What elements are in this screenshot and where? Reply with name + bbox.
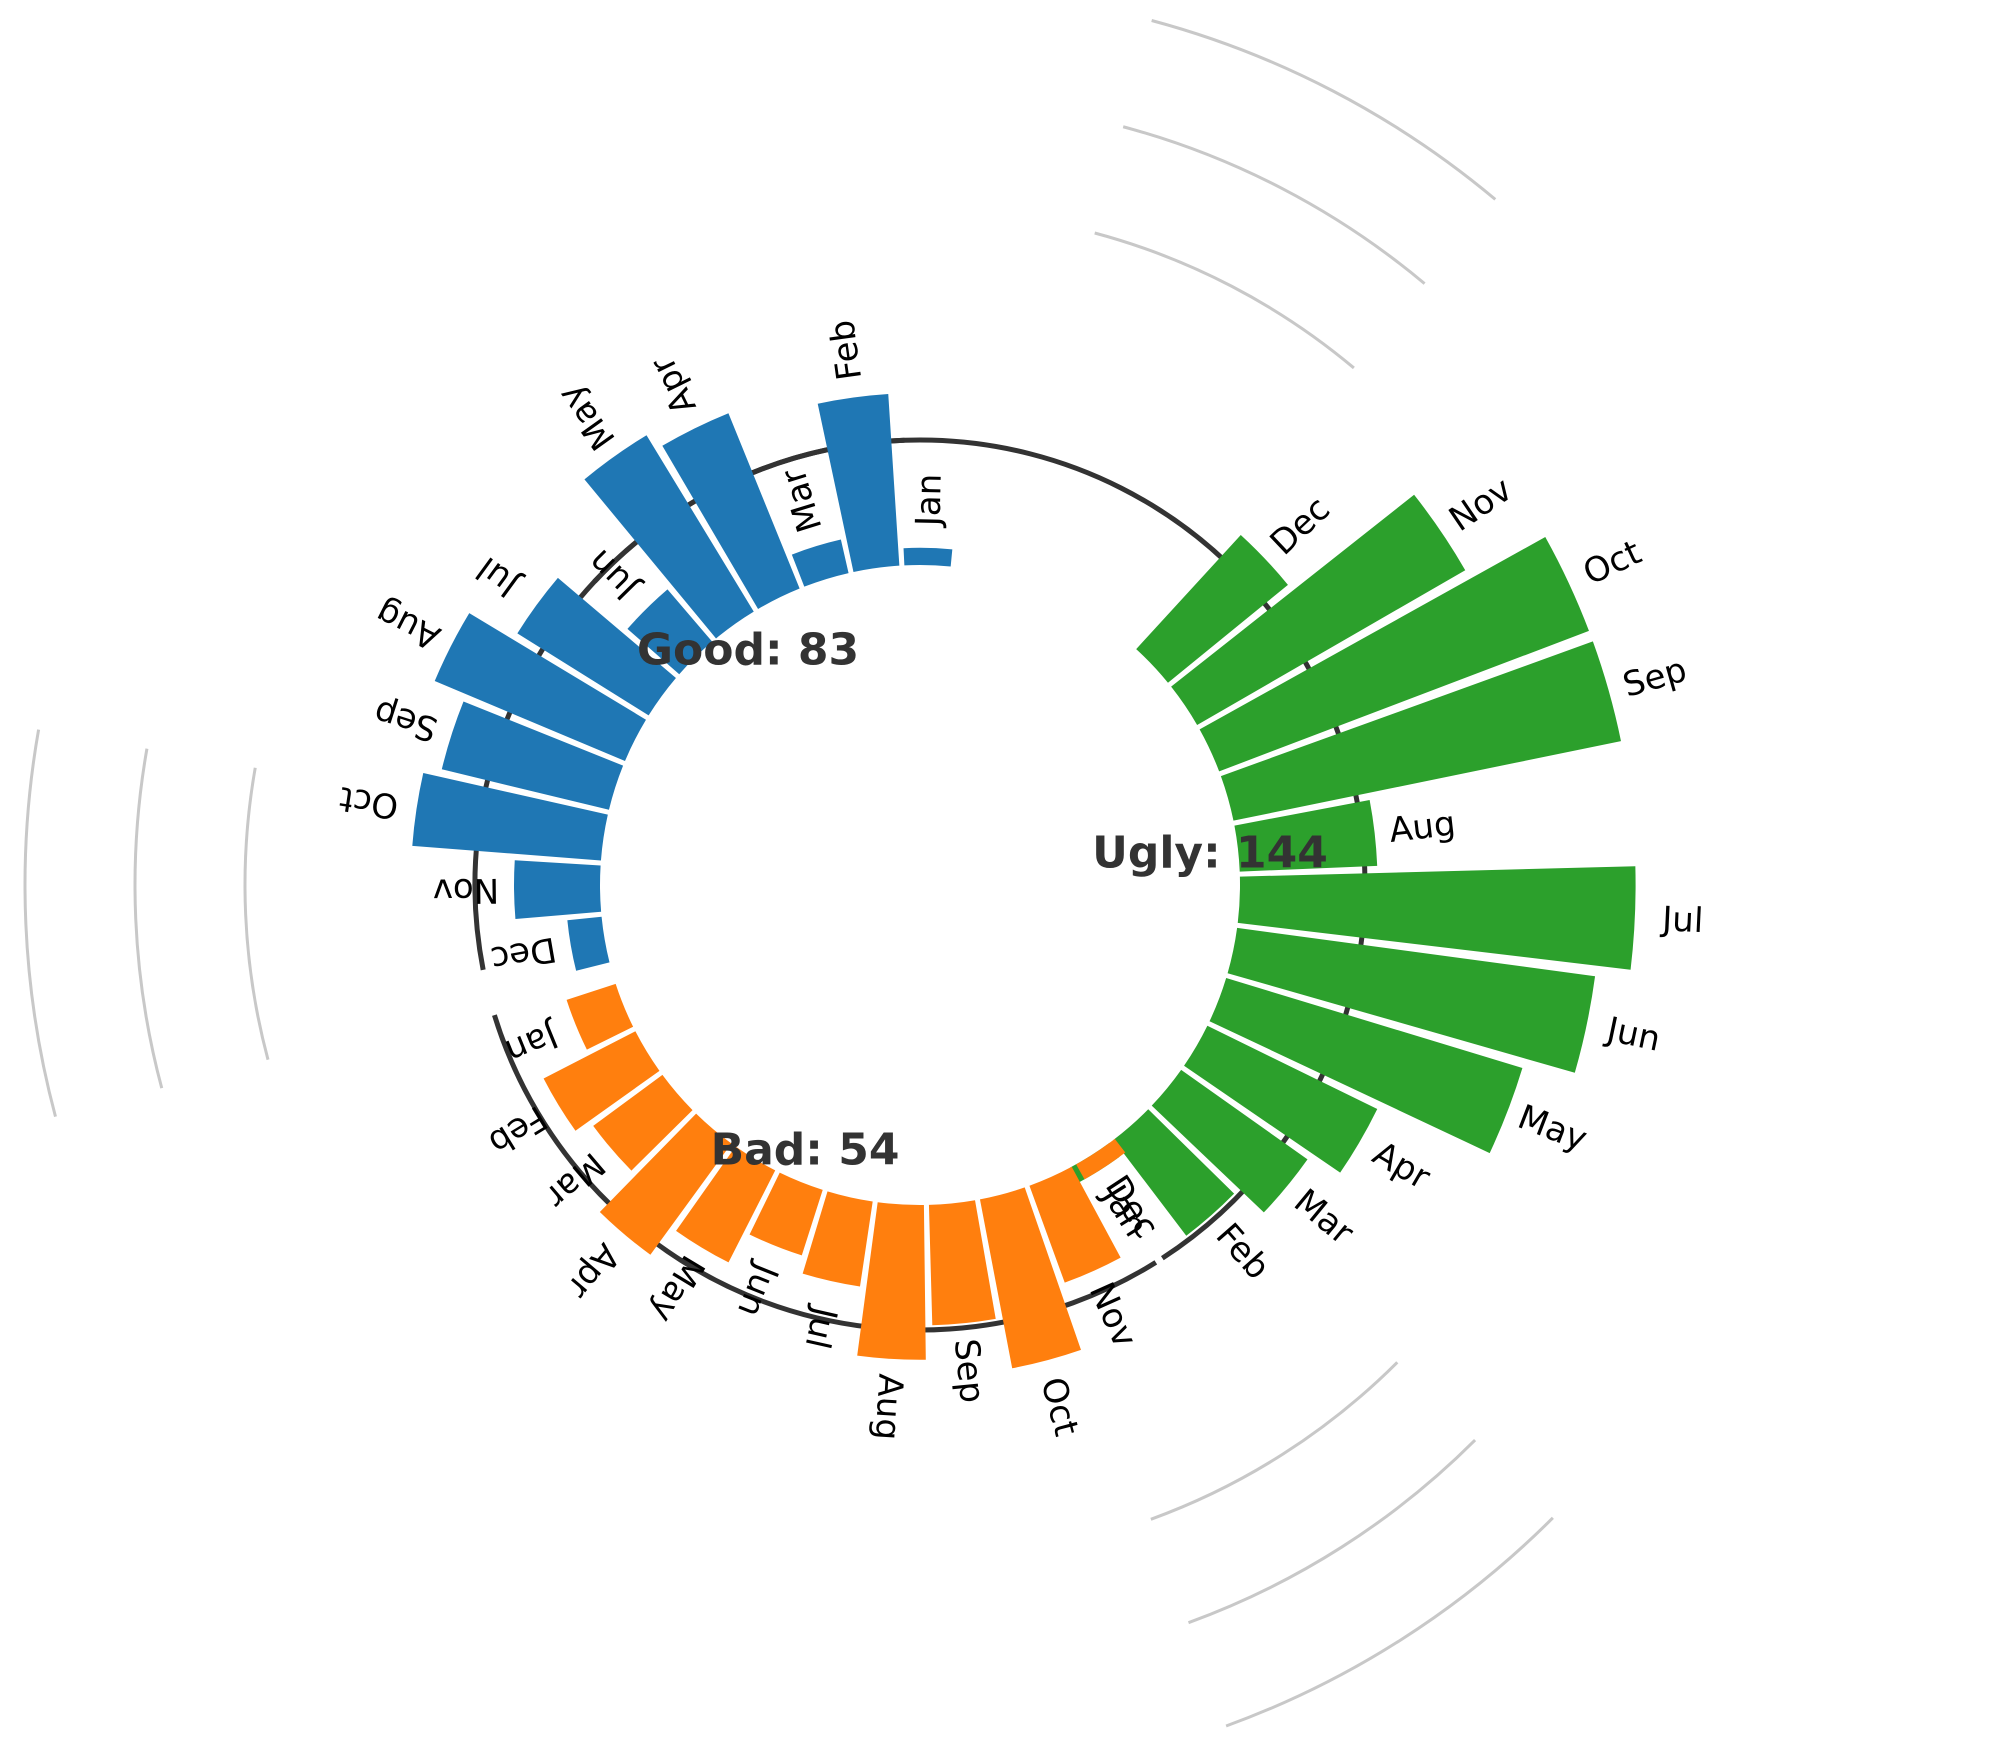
bad-month-label-mar: Mar — [538, 1144, 613, 1216]
group-total-labels: Good: 83 Ugly: 144 Bad: 54 — [637, 625, 1328, 1176]
deco-arc-3-3 — [23, 729, 57, 1118]
ugly-month-label-aug: Aug — [1387, 804, 1458, 851]
ugly-bar-aug — [1234, 800, 1378, 872]
good-bar-dec — [567, 916, 610, 971]
bad-bar-jun — [749, 1172, 823, 1256]
ugly-month-label-feb: Feb — [1208, 1216, 1278, 1288]
bad-bar-may — [676, 1146, 776, 1263]
bad-bar-jan — [566, 983, 634, 1050]
ugly-bar-jul — [1237, 866, 1636, 970]
ugly-month-label-jul: Jul — [1659, 899, 1704, 941]
ugly-bar-jun — [1227, 927, 1596, 1073]
ugly-bar-mar — [1151, 1069, 1308, 1213]
bad-month-label-nov: Nov — [1081, 1277, 1145, 1354]
bad-bar-jul — [802, 1191, 873, 1287]
bad-bar-apr — [599, 1113, 732, 1255]
ugly-bar-oct — [1199, 536, 1589, 772]
ugly-month-label-dec: Dec — [1263, 489, 1338, 563]
ugly-month-label-nov: Nov — [1442, 469, 1519, 539]
bad-month-label-aug: Aug — [867, 1373, 911, 1442]
bad-month-label-jul: Jul — [797, 1302, 845, 1353]
bad-month-label-jun: Jun — [729, 1256, 787, 1322]
deco-arc-2-2 — [1187, 1439, 1477, 1625]
good-bar-jul — [517, 577, 676, 716]
good-bar-nov — [513, 860, 602, 919]
good-bar-feb — [817, 394, 900, 572]
deco-arc-1-3 — [1151, 19, 1497, 201]
deco-arc-2-3 — [1225, 1516, 1554, 1728]
bad-bar-mar — [593, 1074, 693, 1171]
bad-bar-dec — [1076, 1138, 1126, 1180]
good-month-label-may: May — [550, 377, 623, 457]
good-bar-jan — [903, 547, 953, 567]
bad-total-label: Bad: 54 — [711, 1125, 900, 1176]
good-month-label-aug: Aug — [369, 592, 446, 658]
good-month-label-jun: Jun — [580, 541, 647, 608]
bad-bar-nov — [1029, 1166, 1121, 1283]
ugly-bar-sep — [1220, 641, 1621, 821]
good-month-label-apr: Apr — [643, 350, 705, 420]
bad-month-label-sep: Sep — [946, 1337, 992, 1405]
good-bar-sep — [441, 701, 624, 810]
ugly-month-label-mar: Mar — [1286, 1181, 1361, 1253]
good-bar-aug — [434, 613, 646, 761]
bad-month-label-feb: Feb — [481, 1097, 553, 1162]
ugly-month-label-jun: Jun — [1602, 1009, 1664, 1059]
bad-bar-feb — [543, 1031, 660, 1131]
good-month-label-sep: Sep — [369, 692, 442, 750]
good-total-label: Good: 83 — [637, 625, 859, 676]
bad-bar-sep — [928, 1200, 996, 1326]
good-month-label-dec: Dec — [488, 928, 560, 979]
good-bar-jun — [627, 589, 713, 675]
deco-arc-3-2 — [133, 748, 164, 1089]
ugly-bar-nov — [1171, 494, 1466, 725]
good-month-label-jan: Jan — [908, 473, 949, 528]
bad-bar-oct — [979, 1187, 1081, 1369]
deco-arc-1-1 — [1094, 231, 1355, 370]
bars — [412, 394, 1636, 1369]
deco-arc-3-1 — [243, 767, 270, 1061]
good-month-label-mar: Mar — [773, 464, 830, 537]
ugly-bar-may — [1209, 978, 1523, 1154]
good-month-label-feb: Feb — [822, 318, 870, 383]
bad-month-label-apr: Apr — [559, 1236, 628, 1307]
ugly-month-label-may: May — [1512, 1097, 1592, 1160]
good-month-label-oct: Oct — [337, 778, 401, 826]
ugly-bar-apr — [1184, 1025, 1378, 1173]
good-bar-oct — [412, 773, 608, 861]
good-month-label-nov: Nov — [433, 870, 500, 911]
bad-month-label-oct: Oct — [1032, 1373, 1086, 1440]
ugly-month-label-oct: Oct — [1577, 532, 1647, 593]
deco-arc-2-1 — [1150, 1361, 1399, 1521]
good-bar-apr — [662, 413, 800, 609]
ugly-month-label-sep: Sep — [1619, 650, 1692, 706]
ugly-bar-feb — [1113, 1109, 1235, 1236]
decorative-arcs — [23, 19, 1554, 1728]
ugly-month-label-apr: Apr — [1366, 1134, 1437, 1198]
good-month-label-jul: Jul — [470, 548, 528, 606]
bad-bar-aug — [857, 1202, 926, 1360]
bad-month-label-may: May — [642, 1248, 713, 1329]
good-bar-mar — [791, 539, 849, 587]
ugly-total-label: Ugly: 144 — [1092, 828, 1328, 879]
ugly-bar-dec — [1136, 534, 1288, 683]
good-bar-may — [584, 435, 754, 639]
deco-arc-1-2 — [1122, 125, 1426, 285]
